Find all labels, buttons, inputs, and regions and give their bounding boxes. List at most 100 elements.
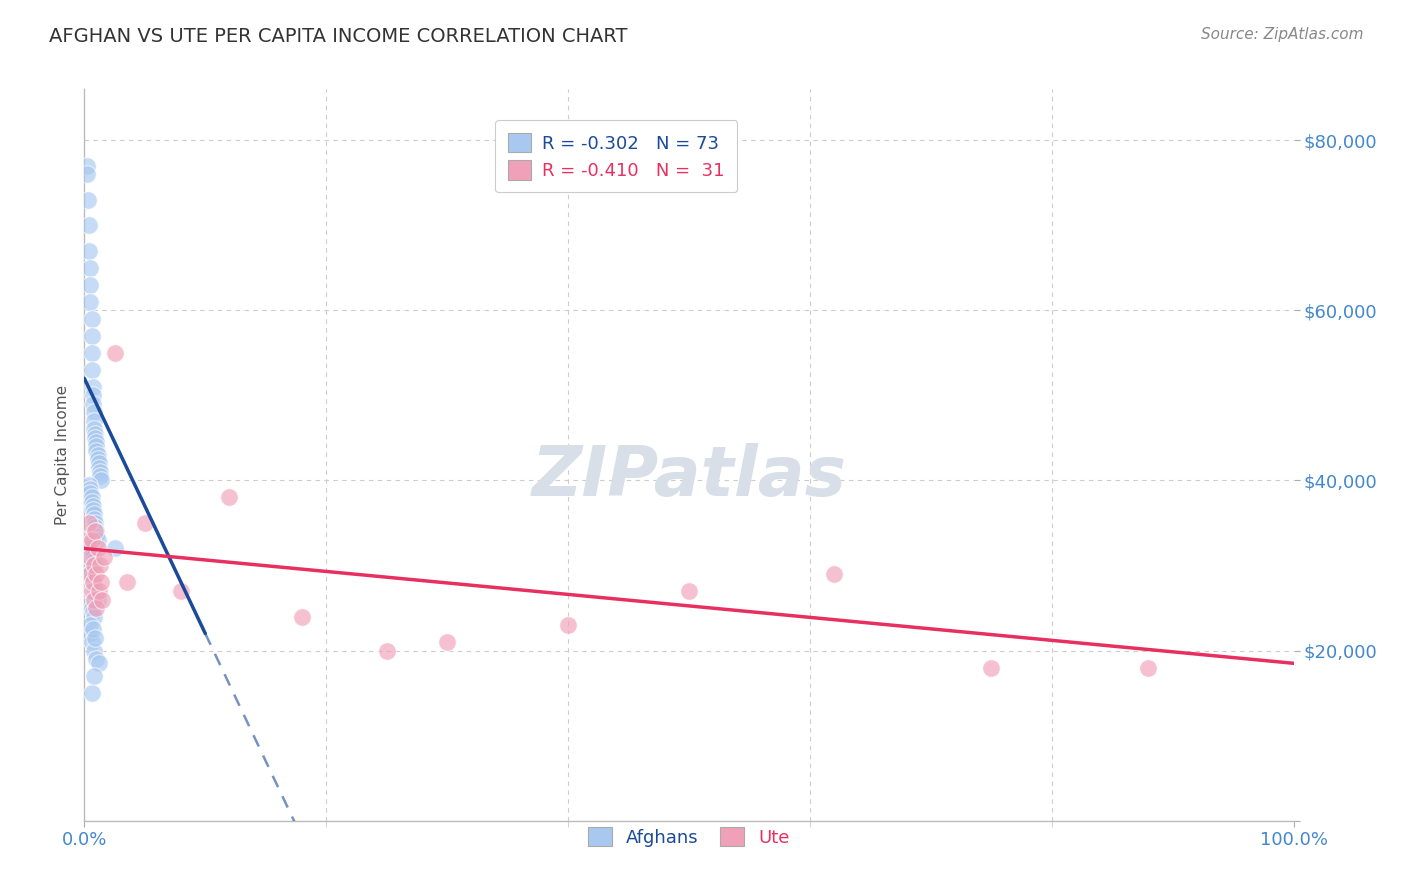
Point: [77, 626, 100, 640]
Point: [79, 566, 101, 581]
Point: [823, 566, 845, 581]
Point: [90, 474, 112, 488]
Point: [82, 605, 104, 619]
Point: [82, 622, 104, 636]
Legend: Afghans, Ute: Afghans, Ute: [575, 814, 803, 859]
Point: [86, 541, 108, 556]
Point: [115, 575, 138, 590]
Point: [87, 457, 110, 471]
Point: [86, 529, 108, 543]
Point: [170, 584, 193, 599]
Point: [83, 414, 105, 428]
Point: [80, 601, 103, 615]
Point: [86, 533, 108, 547]
Point: [77, 533, 100, 547]
Point: [86, 566, 108, 581]
Point: [77, 219, 100, 233]
Y-axis label: Per Capita Income: Per Capita Income: [55, 384, 70, 525]
Point: [79, 618, 101, 632]
Point: [375, 643, 398, 657]
Point: [436, 635, 458, 649]
Point: [87, 657, 110, 671]
Point: [86, 452, 108, 467]
Point: [1137, 660, 1160, 674]
Point: [82, 575, 104, 590]
Point: [91, 592, 114, 607]
Point: [90, 575, 112, 590]
Point: [77, 477, 100, 491]
Point: [79, 549, 101, 564]
Point: [79, 260, 101, 275]
Point: [89, 469, 111, 483]
Point: [84, 431, 107, 445]
Point: [83, 422, 105, 436]
Point: [80, 533, 103, 547]
Point: [79, 541, 101, 556]
Point: [291, 609, 314, 624]
Point: [104, 541, 127, 556]
Point: [77, 516, 100, 530]
Point: [79, 277, 101, 292]
Point: [77, 563, 100, 577]
Point: [77, 537, 100, 551]
Point: [104, 346, 127, 360]
Point: [86, 448, 108, 462]
Point: [80, 311, 103, 326]
Point: [80, 329, 103, 343]
Point: [678, 584, 700, 599]
Point: [84, 516, 107, 530]
Point: [84, 584, 107, 599]
Point: [82, 388, 104, 402]
Point: [79, 566, 101, 581]
Point: [80, 491, 103, 505]
Point: [557, 618, 579, 632]
Point: [83, 609, 105, 624]
Point: [80, 346, 103, 360]
Point: [86, 592, 108, 607]
Point: [87, 584, 110, 599]
Point: [82, 380, 104, 394]
Point: [93, 549, 115, 564]
Point: [86, 601, 108, 615]
Point: [79, 482, 101, 496]
Point: [87, 460, 110, 475]
Point: [80, 571, 103, 585]
Point: [82, 575, 104, 590]
Point: [79, 294, 101, 309]
Point: [83, 669, 105, 683]
Point: [80, 635, 103, 649]
Point: [76, 159, 98, 173]
Point: [82, 549, 104, 564]
Point: [89, 558, 111, 573]
Point: [80, 584, 103, 599]
Point: [80, 363, 103, 377]
Text: AFGHAN VS UTE PER CAPITA INCOME CORRELATION CHART: AFGHAN VS UTE PER CAPITA INCOME CORRELAT…: [49, 27, 627, 45]
Point: [82, 397, 104, 411]
Text: Source: ZipAtlas.com: Source: ZipAtlas.com: [1201, 27, 1364, 42]
Point: [83, 592, 105, 607]
Point: [83, 558, 105, 573]
Point: [84, 520, 107, 534]
Point: [86, 435, 108, 450]
Point: [86, 652, 108, 666]
Text: ZIPatlas: ZIPatlas: [531, 443, 846, 510]
Point: [980, 660, 1002, 674]
Point: [80, 494, 103, 508]
Point: [84, 524, 107, 539]
Point: [76, 167, 98, 181]
Point: [84, 426, 107, 441]
Point: [83, 580, 105, 594]
Point: [80, 686, 103, 700]
Point: [79, 486, 101, 500]
Point: [134, 516, 156, 530]
Point: [77, 193, 100, 207]
Point: [83, 508, 105, 522]
Point: [83, 643, 105, 657]
Point: [218, 491, 240, 505]
Point: [86, 524, 108, 539]
Point: [82, 499, 104, 513]
Point: [83, 512, 105, 526]
Point: [79, 597, 101, 611]
Point: [82, 503, 104, 517]
Point: [89, 465, 111, 479]
